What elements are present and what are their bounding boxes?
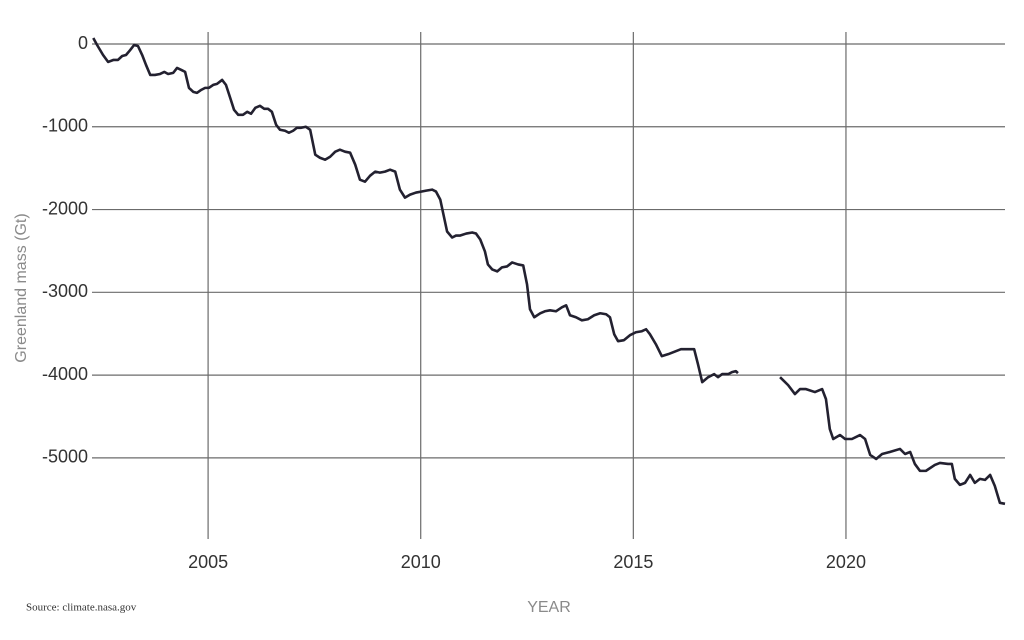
x-tick-label: 2020 xyxy=(826,552,866,572)
y-tick-label: -2000 xyxy=(42,198,88,218)
grid xyxy=(92,32,1005,539)
x-tick-label: 2010 xyxy=(401,552,441,572)
data-line xyxy=(92,37,1006,506)
y-tick-label: -5000 xyxy=(42,447,88,467)
y-tick-label: -4000 xyxy=(42,364,88,384)
y-tick-label: -1000 xyxy=(42,116,88,136)
y-tick-label: 0 xyxy=(78,33,88,53)
x-axis-title: YEAR xyxy=(527,599,571,616)
y-tick-label: -3000 xyxy=(42,281,88,301)
source-note: Source: climate.nasa.gov xyxy=(26,602,137,614)
x-tick-label: 2015 xyxy=(613,552,653,572)
x-tick-label: 2005 xyxy=(188,552,228,572)
y-axis-title: Greenland mass (Gt) xyxy=(13,213,30,362)
